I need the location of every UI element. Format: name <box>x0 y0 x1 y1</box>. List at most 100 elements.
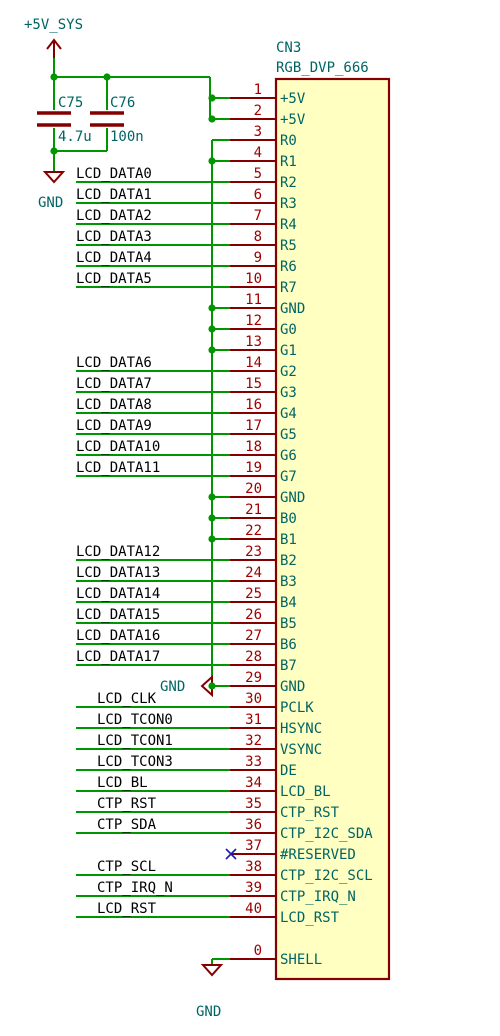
pin-40: 40 LCD_RST LCD_RST <box>76 901 340 926</box>
capacitor-reference: C75 <box>58 95 83 111</box>
pin-34: 34 LCD_BL LCD_BL <box>76 775 331 800</box>
pin-name: R5 <box>280 238 297 254</box>
net-label: LCD_TCON3 <box>97 754 173 770</box>
net-label: LCD_DATA7 <box>76 376 152 392</box>
pin-number: 2 <box>254 103 262 119</box>
pin-name: B7 <box>280 658 297 674</box>
connector-value: RGB_DVP_666 <box>276 60 369 76</box>
pin-name: B1 <box>280 532 297 548</box>
pin-number: 19 <box>245 460 262 476</box>
pin-26: 26 B5 LCD_DATA15 <box>76 607 297 632</box>
pin-name: G1 <box>280 343 297 359</box>
net-label: LCD_DATA0 <box>76 166 152 182</box>
junction-dot <box>50 147 58 155</box>
pin-name: G6 <box>280 448 297 464</box>
pin-number: 0 <box>254 943 262 959</box>
pin-number: 23 <box>245 544 262 560</box>
pin-12: 12 G0 <box>208 313 297 338</box>
net-label: LCD_DATA2 <box>76 208 152 224</box>
pin-28: 28 B7 LCD_DATA17 <box>76 649 297 674</box>
pin-27: 27 B6 LCD_DATA16 <box>76 628 297 653</box>
pin-number: 28 <box>245 649 262 665</box>
pin-number: 18 <box>245 439 262 455</box>
net-label: LCD_CLK <box>97 691 157 707</box>
pin-37: 37 #RESERVED <box>225 838 356 863</box>
pin-name: G3 <box>280 385 297 401</box>
pin-number: 34 <box>245 775 262 791</box>
pin-name: B3 <box>280 574 297 590</box>
pin-number: 33 <box>245 754 262 770</box>
pin-name: CTP_RST <box>280 805 340 821</box>
net-label: LCD_DATA10 <box>76 439 160 455</box>
junction-dot <box>103 73 111 81</box>
pin-number: 39 <box>245 880 262 896</box>
pin-number: 31 <box>245 712 262 728</box>
pin-name: R7 <box>280 280 297 296</box>
junction-dot <box>208 682 216 690</box>
pin-4: 4 R1 <box>208 145 297 170</box>
junction-dot <box>208 157 216 165</box>
pin-8: 8 R5 LCD_DATA3 <box>76 229 297 254</box>
ground-symbol-pin29: GND <box>160 674 213 698</box>
pin-number: 1 <box>254 82 262 98</box>
net-label: LCD_DATA5 <box>76 271 152 287</box>
capacitor-reference: C76 <box>110 95 135 111</box>
pin-13: 13 G1 <box>208 334 297 359</box>
net-label: LCD_DATA16 <box>76 628 160 644</box>
junction-dot <box>208 115 216 123</box>
pin-33: 33 DE LCD_TCON3 <box>76 754 297 779</box>
net-label: LCD_TCON1 <box>97 733 173 749</box>
pin-name: +5V <box>280 91 306 107</box>
pin-2: 2 +5V <box>208 103 306 128</box>
pin-name: VSYNC <box>280 742 322 758</box>
net-label: LCD_DATA11 <box>76 460 160 476</box>
pin-name: LCD_RST <box>280 910 340 926</box>
pin-number: 15 <box>245 376 262 392</box>
ground-symbol-shell: GND <box>196 959 224 1020</box>
pin-number: 9 <box>254 250 262 266</box>
pin-name: R4 <box>280 217 297 233</box>
pin-name: B0 <box>280 511 297 527</box>
pin-17: 17 G5 LCD_DATA9 <box>76 418 297 443</box>
pin-number: 35 <box>245 796 262 812</box>
pin-7: 7 R4 LCD_DATA2 <box>76 208 297 233</box>
power-flag-5v-sys: +5V_SYS <box>24 17 83 58</box>
pin-22: 22 B1 <box>208 523 297 548</box>
pin-name: GND <box>280 679 305 695</box>
pin-name: B2 <box>280 553 297 569</box>
pin-number: 20 <box>245 481 262 497</box>
pin-30: 30 PCLK LCD_CLK <box>76 691 314 716</box>
pin-21: 21 B0 <box>208 502 297 527</box>
net-label: LCD_DATA4 <box>76 250 152 266</box>
pin-name: CTP_IRQ_N <box>280 889 356 905</box>
pin-name: DE <box>280 763 297 779</box>
pin-number: 13 <box>245 334 262 350</box>
pin-38: 38 CTP_I2C_SCL CTP_SCL <box>76 859 373 884</box>
capacitor-c76: C76 100n <box>90 95 144 145</box>
pin-name: PCLK <box>280 700 314 716</box>
connector-body <box>274 77 391 981</box>
net-label: LCD_DATA8 <box>76 397 152 413</box>
net-label: LCD_DATA9 <box>76 418 152 434</box>
pin-20: 20 GND <box>208 481 305 506</box>
decoupling-wiring <box>50 58 211 172</box>
pin-39: 39 CTP_IRQ_N CTP_IRQ_N <box>76 880 356 905</box>
junction-dot <box>208 325 216 333</box>
pin-name: R0 <box>280 133 297 149</box>
pin-number: 26 <box>245 607 262 623</box>
pin-14: 14 G2 LCD_DATA6 <box>76 355 297 380</box>
capacitor-value: 100n <box>110 129 144 145</box>
pin-name: G0 <box>280 322 297 338</box>
pin-31: 31 HSYNC LCD_TCON0 <box>76 712 322 737</box>
pin-name: R2 <box>280 175 297 191</box>
net-label: CTP_SCL <box>97 859 156 875</box>
net-label: LCD_DATA13 <box>76 565 160 581</box>
net-label: CTP_SDA <box>97 817 157 833</box>
pin-23: 23 B2 LCD_DATA12 <box>76 544 297 569</box>
pin-number: 3 <box>254 124 262 140</box>
pin-number: 27 <box>245 628 262 644</box>
ground-label: GND <box>38 195 63 211</box>
pin-name: GND <box>280 301 305 317</box>
pin-name: SHELL <box>280 952 322 968</box>
pin-name: +5V <box>280 112 306 128</box>
